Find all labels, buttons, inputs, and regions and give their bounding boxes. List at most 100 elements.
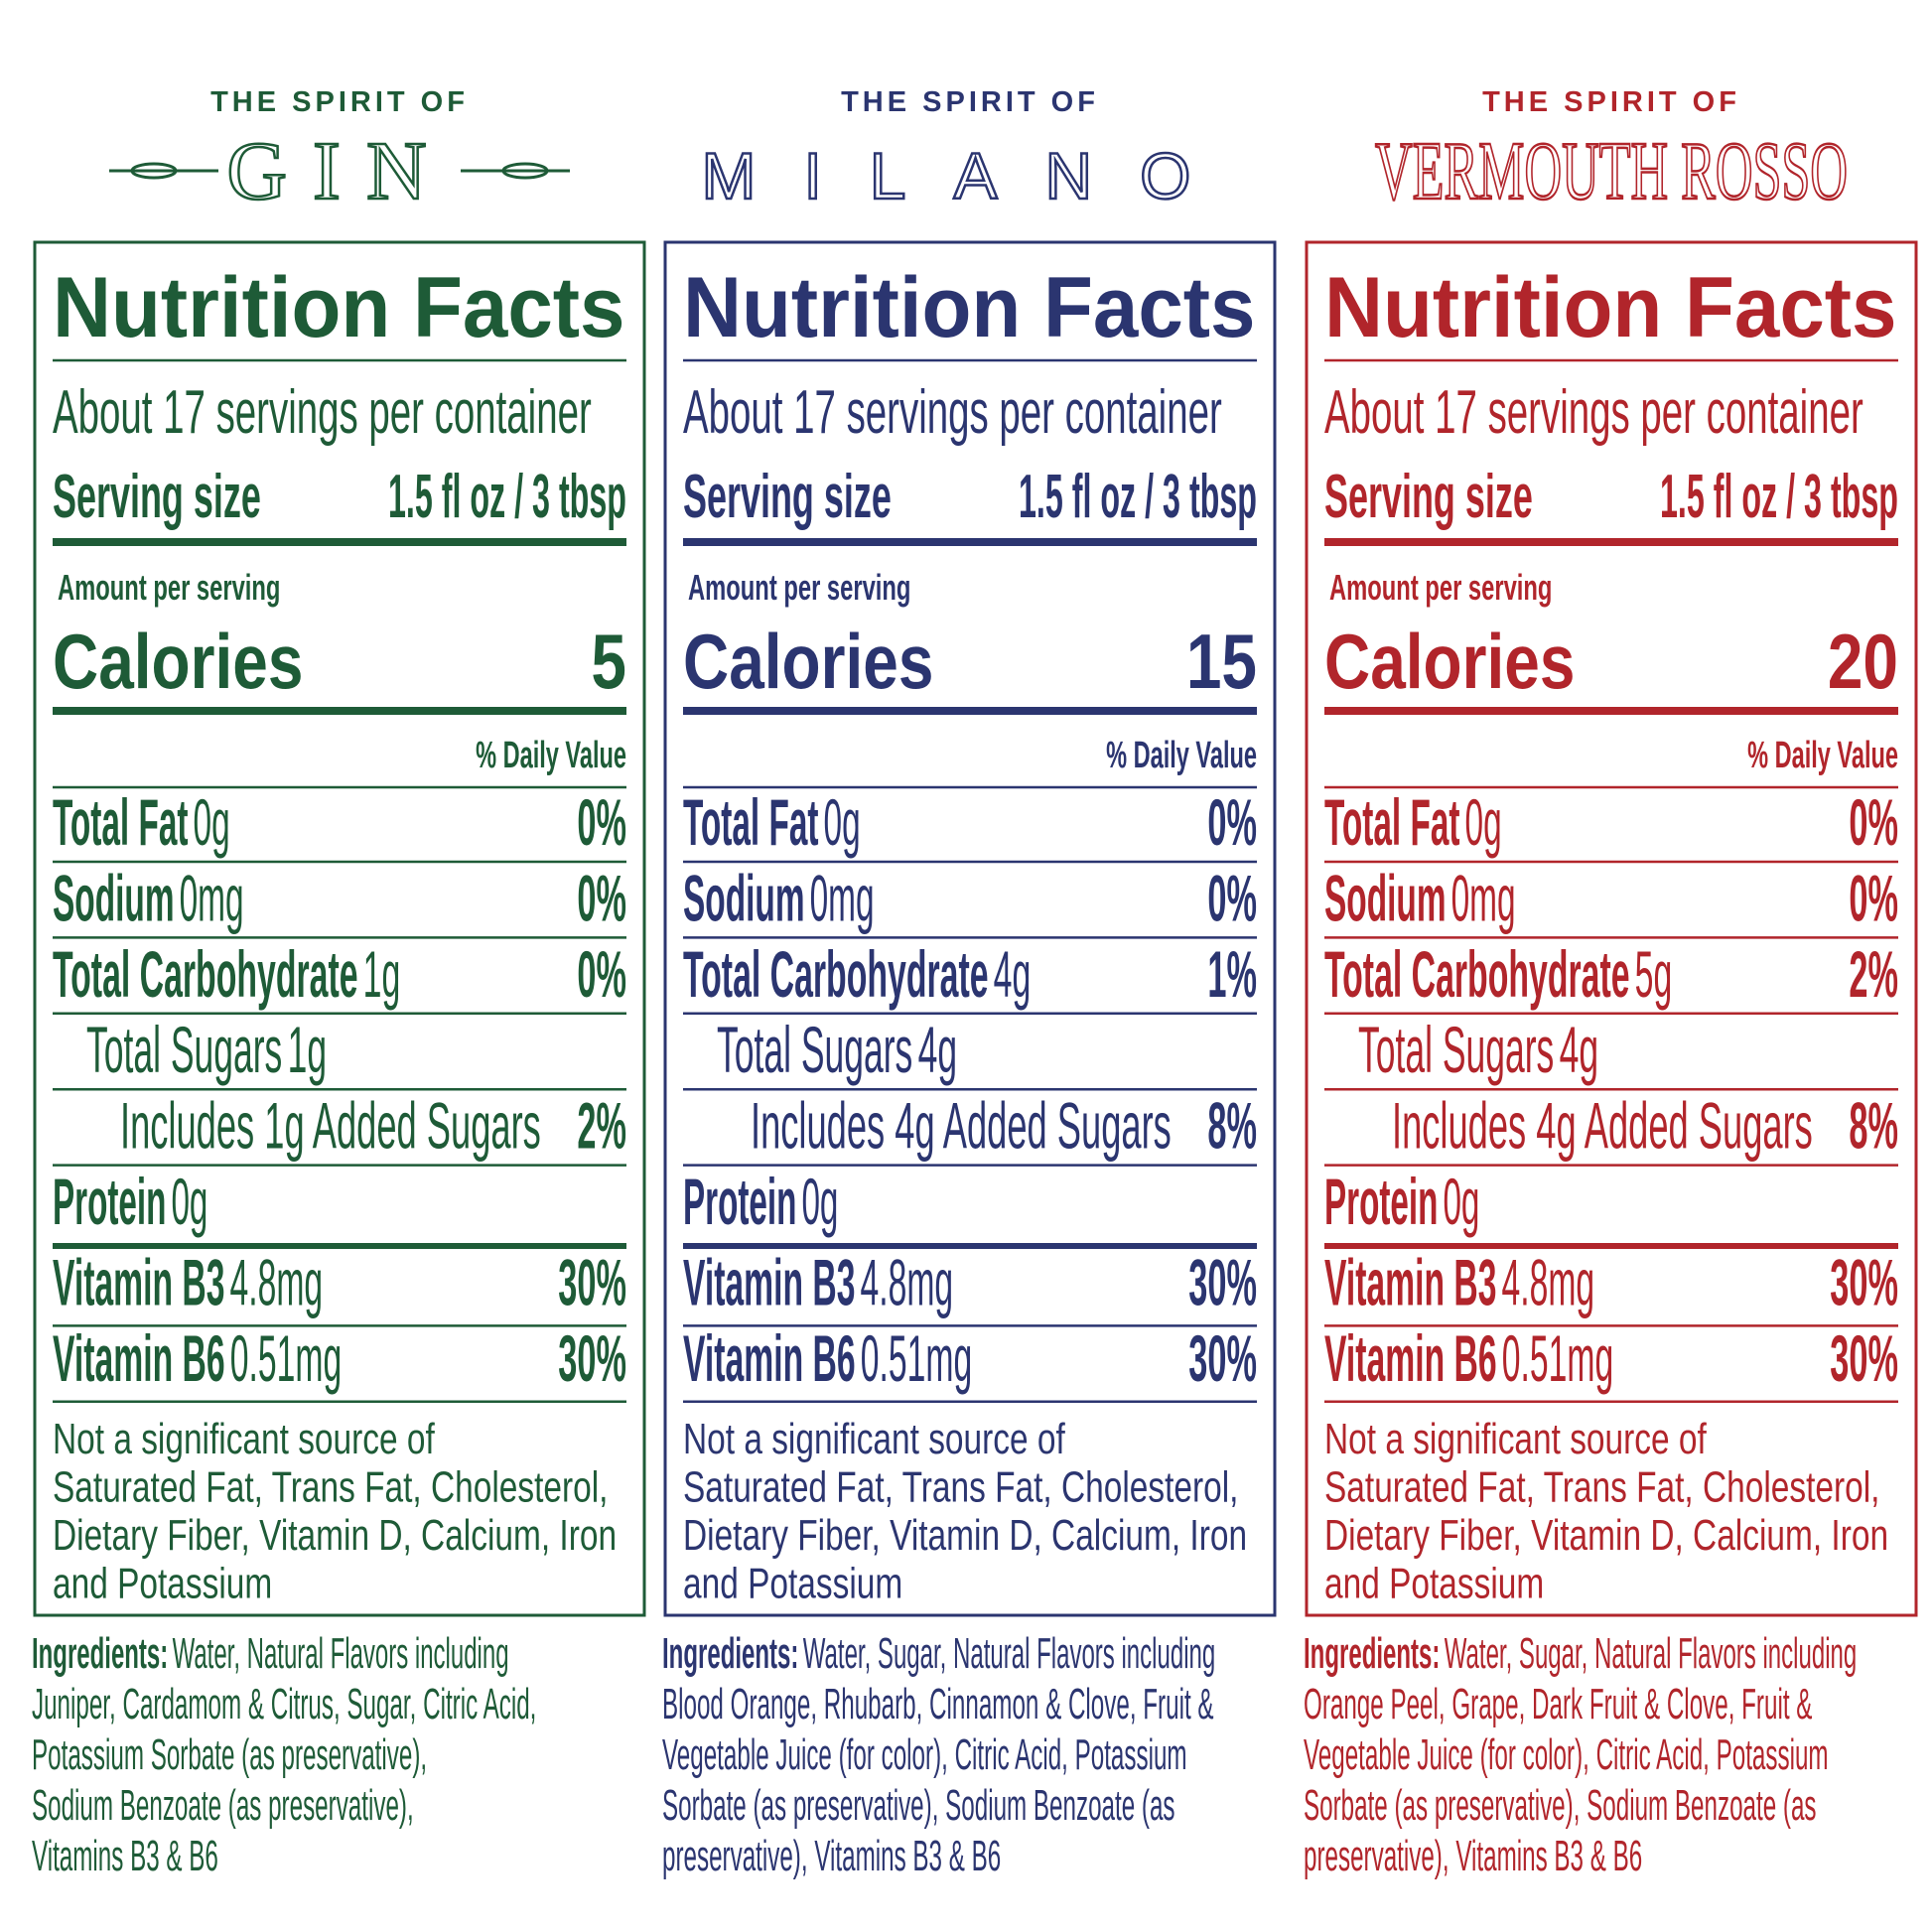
nutrient-name: Total Fat xyxy=(1324,785,1459,859)
note-line: and Potassium xyxy=(53,1560,272,1608)
nutrient-name: Total Carbohydrate xyxy=(1324,937,1630,1011)
ingredients-line: Ingredients:Water, Sugar, Natural Flavor… xyxy=(662,1629,1215,1678)
ingredients-line: Juniper, Cardamom & Citrus, Sugar, Citri… xyxy=(32,1680,536,1728)
nutrient-name: Total Fat xyxy=(683,785,818,859)
nutrient-row: Total Fat0g xyxy=(683,785,861,859)
nutrient-amount: 0g xyxy=(1443,1165,1479,1238)
nutrient-amount: 0g xyxy=(171,1165,207,1238)
nutrient-name: Protein xyxy=(683,1165,796,1238)
nutrient-amount: 0g xyxy=(194,785,230,859)
brand-top: THE SPIRIT OF xyxy=(210,86,469,118)
nutrient-row: Vitamin B34.8mg xyxy=(683,1245,953,1318)
nutrient-amount: 0.51mg xyxy=(1502,1321,1613,1395)
nutrient-row: Vitamin B34.8mg xyxy=(53,1245,323,1318)
nutrient-name: Total Sugars xyxy=(717,1013,912,1086)
nutrient-name: Vitamin B6 xyxy=(1324,1321,1497,1395)
nutrient-name: Total Carbohydrate xyxy=(683,937,989,1011)
nutrient-row: Includes 1g Added Sugars xyxy=(120,1089,541,1163)
nutrient-row: Vitamin B60.51mg xyxy=(683,1321,972,1395)
brand-name: MILANO xyxy=(701,139,1238,212)
amount-per-serving: Amount per serving xyxy=(688,567,910,608)
nutrient-amount: 4g xyxy=(1560,1013,1598,1086)
nutrient-row: Sodium0mg xyxy=(53,861,244,934)
nutrient-amount: 4g xyxy=(918,1013,957,1086)
nutrient-name: Total Fat xyxy=(53,785,188,859)
nutrient-dv: 0% xyxy=(1849,861,1898,934)
nutrient-row: Sodium0mg xyxy=(1324,861,1516,934)
ingredients-line: Orange Peel, Grape, Dark Fruit & Clove, … xyxy=(1304,1680,1812,1728)
ingredients-line: Ingredients:Water, Sugar, Natural Flavor… xyxy=(1304,1629,1857,1678)
ornament xyxy=(130,162,178,180)
amount-per-serving: Amount per serving xyxy=(1329,567,1552,608)
nutrient-row: Total Sugars1g xyxy=(86,1013,327,1086)
nutrient-row: Vitamin B34.8mg xyxy=(1324,1245,1594,1318)
nutrient-row: Total Fat0g xyxy=(53,785,230,859)
daily-value-header: % Daily Value xyxy=(476,735,626,776)
brand-top: THE SPIRIT OF xyxy=(841,86,1099,118)
label-box xyxy=(1305,240,1918,1617)
nutrient-dv: 1% xyxy=(1207,937,1257,1011)
ingredients-text: preservative), Vitamins B3 & B6 xyxy=(1304,1832,1642,1880)
note-line: Not a significant source of xyxy=(683,1415,1065,1463)
nutrient-dv: 8% xyxy=(1849,1089,1898,1163)
nutrient-amount: 4g xyxy=(994,937,1032,1011)
nutrient-row: Includes 4g Added Sugars xyxy=(751,1089,1172,1163)
calories-value: 20 xyxy=(1828,618,1898,705)
nutrient-row: Total Carbohydrate4g xyxy=(683,937,1031,1011)
label-panel: THE SPIRIT OF GIN Nutrition Facts About 17 … xyxy=(32,86,646,1880)
ingredients-text: Water, Sugar, Natural Flavors including xyxy=(803,1629,1215,1678)
nutrient-name: Sodium xyxy=(53,861,175,934)
nutrient-dv: 30% xyxy=(1830,1245,1898,1318)
label-box xyxy=(33,240,646,1617)
nutrient-name: Total Sugars xyxy=(1358,1013,1554,1086)
note-line: Dietary Fiber, Vitamin D, Calcium, Iron xyxy=(683,1511,1247,1560)
nutrient-amount: 4.8mg xyxy=(861,1245,954,1318)
nutrient-amount: 0mg xyxy=(810,861,875,934)
nutrient-dv: 2% xyxy=(577,1089,626,1163)
calories-label: Calories xyxy=(1324,618,1575,705)
label-panel: THE SPIRIT OF MILANO Nutrition Facts About … xyxy=(662,86,1277,1880)
servings: About 17 servings per container xyxy=(1324,378,1863,447)
ingredients-line: Vitamins B3 & B6 xyxy=(32,1832,218,1880)
nutrient-amount: 0mg xyxy=(180,861,244,934)
serving-size: 1.5 fl oz / 3 tbsp xyxy=(1660,463,1898,531)
ingredients-line: Potassium Sorbate (as preservative), xyxy=(32,1730,427,1779)
nutrient-name: Total Carbohydrate xyxy=(53,937,358,1011)
ingredients-text: Vegetable Juice (for color), Citric Acid… xyxy=(662,1730,1187,1779)
ingredients-text: Water, Natural Flavors including xyxy=(173,1629,509,1678)
nutrient-name: Total Sugars xyxy=(86,1013,282,1086)
ingredients-label: Ingredients: xyxy=(32,1629,168,1678)
note-line: Saturated Fat, Trans Fat, Cholesterol, xyxy=(683,1463,1238,1512)
nutrient-row: Vitamin B60.51mg xyxy=(1324,1321,1613,1395)
nutrient-row: Sodium0mg xyxy=(683,861,875,934)
note-line: and Potassium xyxy=(1324,1560,1544,1608)
ingredients-text: Sorbate (as preservative), Sodium Benzoa… xyxy=(662,1781,1175,1830)
nutrient-amount: 0mg xyxy=(1451,861,1516,934)
nutrient-row: Total Sugars4g xyxy=(717,1013,957,1086)
nutrient-row: Total Sugars4g xyxy=(1358,1013,1598,1086)
nutrient-amount: 1g xyxy=(363,937,401,1011)
calories-value: 15 xyxy=(1186,618,1257,705)
nutrient-row: Vitamin B60.51mg xyxy=(53,1321,342,1395)
note-line: Saturated Fat, Trans Fat, Cholesterol, xyxy=(1324,1463,1879,1512)
nutrient-dv: 8% xyxy=(1207,1089,1257,1163)
nutrient-name: Vitamin B3 xyxy=(1324,1245,1496,1318)
nutrient-dv: 30% xyxy=(1830,1321,1898,1395)
amount-per-serving: Amount per serving xyxy=(58,567,280,608)
nutrient-dv: 30% xyxy=(558,1321,626,1395)
brand-name: VERMOUTH ROSSO xyxy=(1375,125,1848,217)
ingredients-text: Potassium Sorbate (as preservative), xyxy=(32,1730,427,1779)
ingredients-text: Vitamins B3 & B6 xyxy=(32,1832,218,1880)
ornament xyxy=(501,162,549,180)
note-line: Not a significant source of xyxy=(53,1415,435,1463)
nutrient-row: Total Fat0g xyxy=(1324,785,1502,859)
nutrient-row: Total Carbohydrate1g xyxy=(53,937,400,1011)
daily-value-header: % Daily Value xyxy=(1106,735,1257,776)
calories-label: Calories xyxy=(53,618,303,705)
serving-size-label: Serving size xyxy=(683,463,892,531)
nutrient-amount: 4.8mg xyxy=(1502,1245,1595,1318)
serving-size: 1.5 fl oz / 3 tbsp xyxy=(1019,463,1257,531)
title: Nutrition Facts xyxy=(1324,260,1896,355)
nutrient-dv: 2% xyxy=(1849,937,1898,1011)
ingredients-text: Vegetable Juice (for color), Citric Acid… xyxy=(1304,1730,1829,1779)
